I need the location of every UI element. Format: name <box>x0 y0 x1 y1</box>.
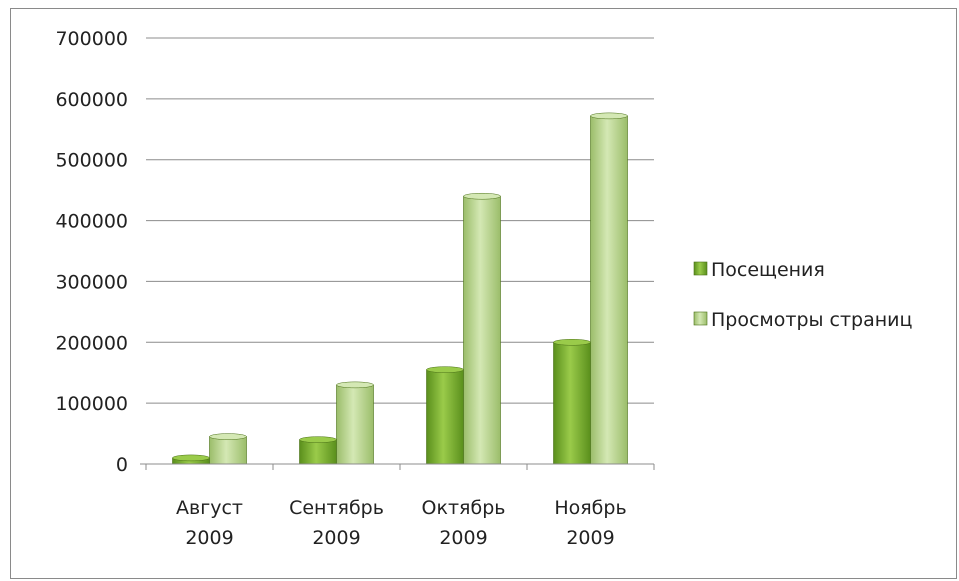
bar-cap <box>463 192 501 200</box>
bar <box>209 436 247 465</box>
bar-cap <box>299 436 337 443</box>
bar <box>426 369 464 465</box>
y-tick-label: 200000 <box>55 332 128 354</box>
x-category-label: Октябрь 2009 <box>422 497 506 549</box>
y-axis-tick-labels: 0 100000 200000 300000 400000 500000 600000 700… <box>55 28 128 476</box>
y-tick-label: 600000 <box>55 89 128 111</box>
legend-label: Просмотры страниц <box>711 309 913 331</box>
y-tick-label: 700000 <box>55 28 128 50</box>
bar-cap <box>336 381 374 389</box>
y-tick-label: 500000 <box>55 150 128 172</box>
bar-cap <box>209 433 247 440</box>
bar <box>553 341 591 465</box>
bar <box>336 384 374 465</box>
bar-cap <box>553 339 591 346</box>
x-category-label: Август 2009 <box>176 497 243 549</box>
bar <box>299 439 337 465</box>
bar <box>463 195 501 465</box>
legend: Посещения Просмотры страниц <box>693 259 913 331</box>
bar-cap <box>426 366 464 373</box>
legend-label: Посещения <box>711 259 825 281</box>
bar-cap <box>172 454 210 462</box>
x-axis-category-labels: Август 2009 Сентябрь 2009 Октябрь 2009 Ноябрь 2… <box>176 497 627 549</box>
bar <box>590 115 628 465</box>
legend-swatch <box>693 311 708 326</box>
y-tick-label: 300000 <box>55 271 128 293</box>
legend-swatch <box>693 261 708 276</box>
x-category-label: Ноябрь 2009 <box>554 497 626 549</box>
bars <box>172 112 628 465</box>
y-tick-label: 400000 <box>55 211 128 233</box>
bar-cap <box>590 112 628 120</box>
x-category-label: Сентябрь 2009 <box>289 497 384 549</box>
y-tick-label: 0 <box>116 454 128 476</box>
y-tick-label: 100000 <box>55 393 128 415</box>
x-axis <box>140 463 655 470</box>
